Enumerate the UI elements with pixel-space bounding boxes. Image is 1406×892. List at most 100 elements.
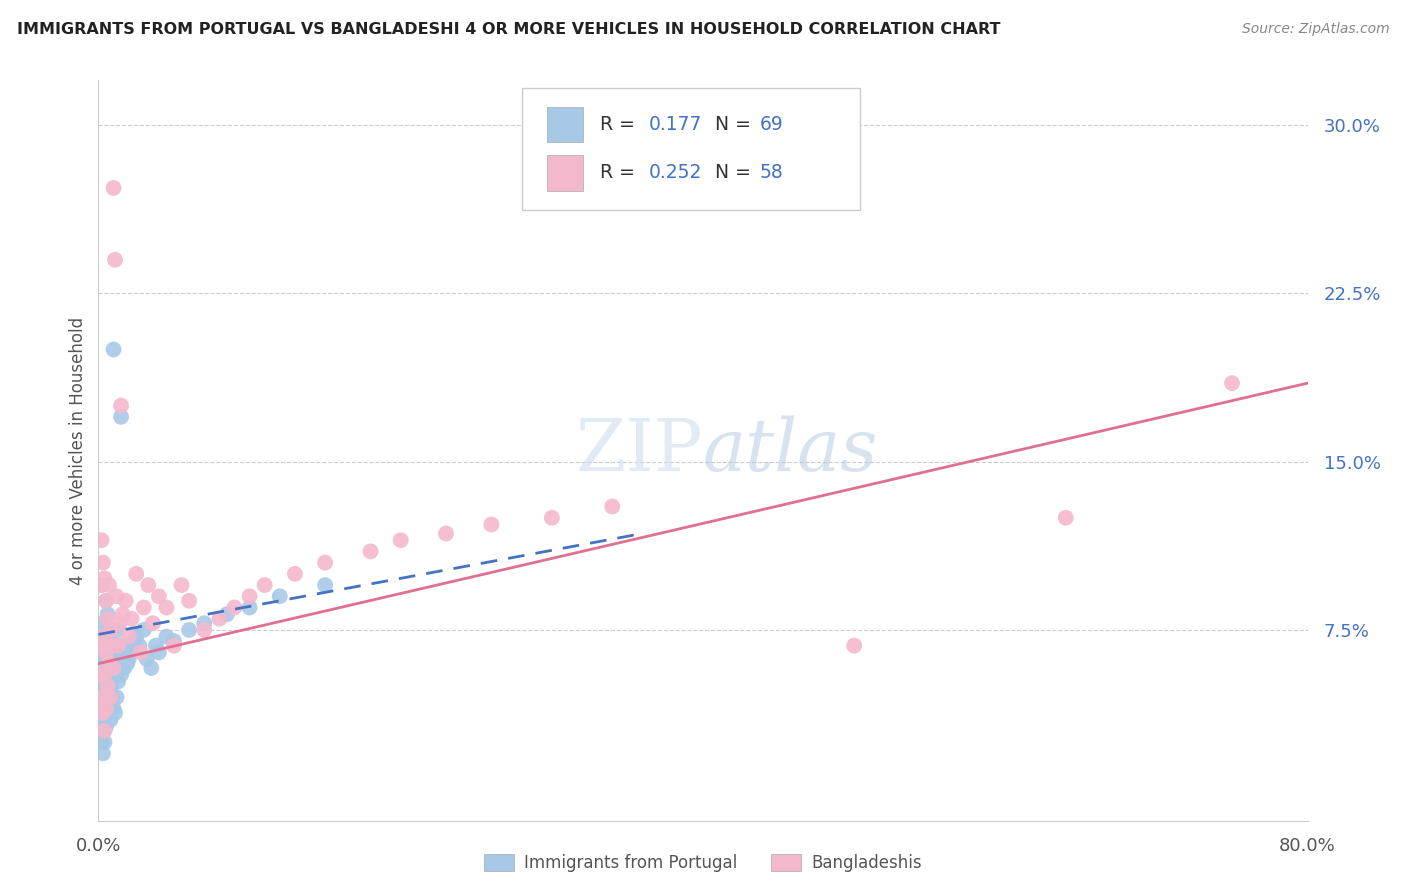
Point — [193, 623, 215, 637]
Point — [100, 679, 122, 693]
Point — [93, 571, 115, 585]
Point — [114, 594, 136, 608]
Point — [96, 679, 118, 693]
Point — [434, 526, 457, 541]
Point — [103, 181, 125, 195]
Point — [101, 645, 124, 659]
Point — [105, 589, 128, 603]
Point — [239, 589, 262, 603]
Point — [110, 409, 132, 424]
Point — [91, 639, 114, 653]
Point — [100, 634, 122, 648]
Point — [91, 674, 114, 689]
Point — [89, 701, 111, 715]
Point — [91, 556, 114, 570]
FancyBboxPatch shape — [547, 107, 583, 143]
Point — [104, 661, 127, 675]
Point — [89, 639, 111, 653]
Point — [481, 517, 503, 532]
Point — [155, 600, 177, 615]
Point — [93, 668, 115, 682]
Point — [170, 578, 193, 592]
Point — [96, 612, 118, 626]
Y-axis label: 4 or more Vehicles in Household: 4 or more Vehicles in Household — [69, 317, 87, 584]
Point — [93, 706, 115, 720]
Point — [115, 657, 138, 671]
Point — [129, 645, 152, 659]
Point — [100, 690, 122, 705]
Point — [101, 690, 124, 705]
Point — [1054, 510, 1077, 524]
Point — [602, 500, 624, 514]
Point — [110, 399, 132, 413]
Text: ZIP: ZIP — [575, 415, 703, 486]
Point — [239, 600, 262, 615]
Point — [120, 639, 142, 653]
Point — [163, 634, 186, 648]
Point — [136, 578, 159, 592]
Point — [105, 690, 128, 705]
Point — [108, 652, 131, 666]
Text: R =: R = — [600, 163, 641, 182]
Point — [148, 589, 170, 603]
Point — [100, 713, 122, 727]
Point — [100, 623, 122, 637]
Point — [96, 697, 118, 711]
Point — [269, 589, 291, 603]
Point — [179, 594, 201, 608]
Point — [90, 533, 112, 548]
Point — [215, 607, 238, 622]
Point — [90, 735, 112, 749]
Point — [89, 578, 111, 592]
Point — [111, 607, 134, 622]
Point — [125, 630, 148, 644]
Point — [124, 634, 146, 648]
Point — [90, 652, 112, 666]
Point — [253, 578, 276, 592]
Text: 0.177: 0.177 — [648, 115, 702, 134]
Point — [128, 639, 150, 653]
Point — [94, 645, 117, 659]
Point — [155, 630, 177, 644]
Point — [844, 639, 866, 653]
Point — [105, 639, 128, 653]
Point — [89, 668, 111, 682]
Point — [93, 723, 115, 738]
Point — [141, 661, 163, 675]
Text: IMMIGRANTS FROM PORTUGAL VS BANGLADESHI 4 OR MORE VEHICLES IN HOUSEHOLD CORRELAT: IMMIGRANTS FROM PORTUGAL VS BANGLADESHI … — [17, 22, 1001, 37]
FancyBboxPatch shape — [547, 155, 583, 191]
Point — [89, 679, 111, 693]
Point — [389, 533, 412, 548]
Point — [118, 652, 141, 666]
Point — [107, 674, 129, 689]
Point — [90, 690, 112, 705]
Point — [101, 639, 124, 653]
Point — [91, 747, 114, 761]
Point — [90, 630, 112, 644]
Point — [94, 645, 117, 659]
Point — [360, 544, 382, 558]
Point — [179, 623, 201, 637]
Point — [103, 661, 125, 675]
Point — [98, 657, 121, 671]
Point — [121, 645, 143, 659]
Point — [107, 623, 129, 637]
Point — [142, 616, 165, 631]
Point — [90, 668, 112, 682]
Text: 69: 69 — [759, 115, 783, 134]
Point — [135, 652, 157, 666]
Text: N =: N = — [716, 115, 756, 134]
Point — [96, 607, 118, 622]
Point — [132, 600, 155, 615]
Point — [91, 616, 114, 631]
Point — [90, 713, 112, 727]
Point — [111, 639, 134, 653]
Point — [98, 578, 121, 592]
Point — [98, 668, 121, 682]
Point — [114, 645, 136, 659]
Point — [104, 252, 127, 267]
Point — [90, 690, 112, 705]
Point — [90, 578, 112, 592]
Point — [94, 701, 117, 715]
Text: 0.252: 0.252 — [648, 163, 702, 182]
